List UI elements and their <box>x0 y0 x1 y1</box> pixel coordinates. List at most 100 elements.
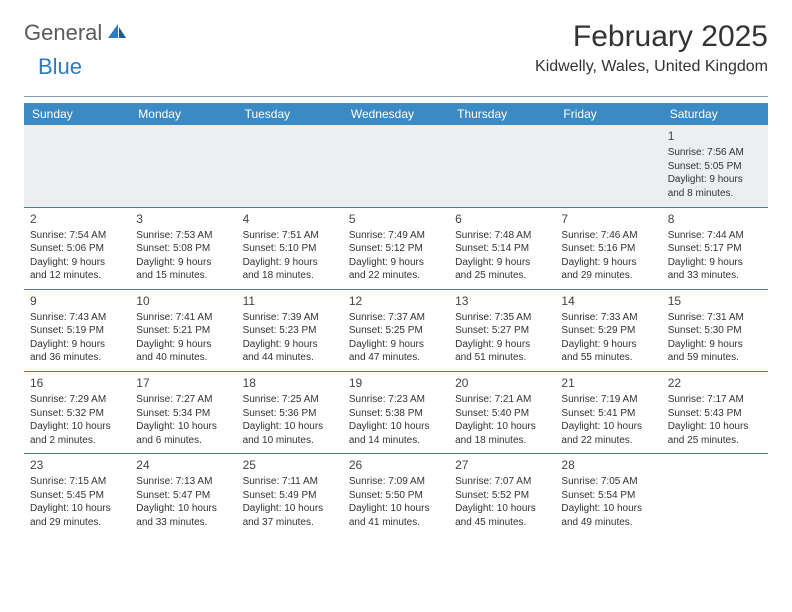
day-cell: 10Sunrise: 7:41 AMSunset: 5:21 PMDayligh… <box>130 289 236 371</box>
day-cell: 24Sunrise: 7:13 AMSunset: 5:47 PMDayligh… <box>130 454 236 536</box>
sunrise-text: Sunrise: 7:51 AM <box>243 229 337 243</box>
daylight-text: Daylight: 10 hours and 6 minutes. <box>136 420 230 447</box>
sunset-text: Sunset: 5:08 PM <box>136 242 230 256</box>
sunset-text: Sunset: 5:29 PM <box>561 324 655 338</box>
sunset-text: Sunset: 5:41 PM <box>561 407 655 421</box>
sunset-text: Sunset: 5:23 PM <box>243 324 337 338</box>
day-number: 22 <box>668 375 762 391</box>
day-cell <box>662 454 768 536</box>
day-number: 11 <box>243 293 337 309</box>
week-row: 1Sunrise: 7:56 AMSunset: 5:05 PMDaylight… <box>24 125 768 207</box>
sunset-text: Sunset: 5:10 PM <box>243 242 337 256</box>
calendar-page: General February 2025 Kidwelly, Wales, U… <box>0 0 792 556</box>
daylight-text: Daylight: 9 hours and 59 minutes. <box>668 338 762 365</box>
day-number: 20 <box>455 375 549 391</box>
daylight-text: Daylight: 9 hours and 25 minutes. <box>455 256 549 283</box>
day-number: 25 <box>243 457 337 473</box>
day-number: 19 <box>349 375 443 391</box>
sunrise-text: Sunrise: 7:43 AM <box>30 311 124 325</box>
sunset-text: Sunset: 5:50 PM <box>349 489 443 503</box>
day-cell: 11Sunrise: 7:39 AMSunset: 5:23 PMDayligh… <box>237 289 343 371</box>
calendar-table: Sunday Monday Tuesday Wednesday Thursday… <box>24 103 768 536</box>
sunset-text: Sunset: 5:54 PM <box>561 489 655 503</box>
sunrise-text: Sunrise: 7:19 AM <box>561 393 655 407</box>
sunrise-text: Sunrise: 7:13 AM <box>136 475 230 489</box>
week-row: 2Sunrise: 7:54 AMSunset: 5:06 PMDaylight… <box>24 207 768 289</box>
day-header: Wednesday <box>343 103 449 125</box>
week-row: 23Sunrise: 7:15 AMSunset: 5:45 PMDayligh… <box>24 454 768 536</box>
week-row: 9Sunrise: 7:43 AMSunset: 5:19 PMDaylight… <box>24 289 768 371</box>
day-cell: 6 Sunrise: 7:48 AMSunset: 5:14 PMDaylight… <box>449 207 555 289</box>
sunset-text: Sunset: 5:38 PM <box>349 407 443 421</box>
sunrise-text: Sunrise: 7:09 AM <box>349 475 443 489</box>
daylight-text: Daylight: 9 hours and 33 minutes. <box>668 256 762 283</box>
day-header: Monday <box>130 103 236 125</box>
daylight-text: Daylight: 10 hours and 37 minutes. <box>243 502 337 529</box>
sunset-text: Sunset: 5:40 PM <box>455 407 549 421</box>
day-cell: 22Sunrise: 7:17 AMSunset: 5:43 PMDayligh… <box>662 371 768 453</box>
daylight-text: Daylight: 10 hours and 45 minutes. <box>455 502 549 529</box>
sunrise-text: Sunrise: 7:33 AM <box>561 311 655 325</box>
day-number: 12 <box>349 293 443 309</box>
sunset-text: Sunset: 5:21 PM <box>136 324 230 338</box>
day-cell <box>555 125 661 207</box>
daylight-text: Daylight: 9 hours and 44 minutes. <box>243 338 337 365</box>
day-number: 18 <box>243 375 337 391</box>
sunrise-text: Sunrise: 7:49 AM <box>349 229 443 243</box>
day-cell: 5Sunrise: 7:49 AMSunset: 5:12 PMDaylight… <box>343 207 449 289</box>
day-cell: 21Sunrise: 7:19 AMSunset: 5:41 PMDayligh… <box>555 371 661 453</box>
day-number: 7 <box>561 211 655 227</box>
day-cell: 25Sunrise: 7:11 AMSunset: 5:49 PMDayligh… <box>237 454 343 536</box>
sunrise-text: Sunrise: 7:53 AM <box>136 229 230 243</box>
day-number: 13 <box>455 293 549 309</box>
divider <box>24 96 768 97</box>
sunrise-text: Sunrise: 7:56 AM <box>668 146 762 160</box>
logo: General <box>24 20 130 46</box>
sunset-text: Sunset: 5:43 PM <box>668 407 762 421</box>
daylight-text: Daylight: 9 hours and 55 minutes. <box>561 338 655 365</box>
calendar-body: 1Sunrise: 7:56 AMSunset: 5:05 PMDaylight… <box>24 125 768 536</box>
sunset-text: Sunset: 5:14 PM <box>455 242 549 256</box>
daylight-text: Daylight: 9 hours and 8 minutes. <box>668 173 762 200</box>
sunset-text: Sunset: 5:32 PM <box>30 407 124 421</box>
day-cell <box>449 125 555 207</box>
day-cell: 16Sunrise: 7:29 AMSunset: 5:32 PMDayligh… <box>24 371 130 453</box>
sunrise-text: Sunrise: 7:48 AM <box>455 229 549 243</box>
sunrise-text: Sunrise: 7:25 AM <box>243 393 337 407</box>
sunrise-text: Sunrise: 7:15 AM <box>30 475 124 489</box>
sunset-text: Sunset: 5:06 PM <box>30 242 124 256</box>
daylight-text: Daylight: 10 hours and 49 minutes. <box>561 502 655 529</box>
day-number: 1 <box>668 128 762 144</box>
daylight-text: Daylight: 10 hours and 29 minutes. <box>30 502 124 529</box>
daylight-text: Daylight: 10 hours and 25 minutes. <box>668 420 762 447</box>
sunset-text: Sunset: 5:16 PM <box>561 242 655 256</box>
day-number: 6 <box>455 211 549 227</box>
logo-text-blue: Blue <box>38 54 82 79</box>
daylight-text: Daylight: 10 hours and 2 minutes. <box>30 420 124 447</box>
day-header: Thursday <box>449 103 555 125</box>
day-number: 23 <box>30 457 124 473</box>
day-number: 17 <box>136 375 230 391</box>
day-cell: 3Sunrise: 7:53 AMSunset: 5:08 PMDaylight… <box>130 207 236 289</box>
day-header: Friday <box>555 103 661 125</box>
day-number: 3 <box>136 211 230 227</box>
daylight-text: Daylight: 10 hours and 33 minutes. <box>136 502 230 529</box>
day-cell: 8Sunrise: 7:44 AMSunset: 5:17 PMDaylight… <box>662 207 768 289</box>
sunrise-text: Sunrise: 7:07 AM <box>455 475 549 489</box>
day-cell: 20Sunrise: 7:21 AMSunset: 5:40 PMDayligh… <box>449 371 555 453</box>
sunrise-text: Sunrise: 7:29 AM <box>30 393 124 407</box>
day-number: 28 <box>561 457 655 473</box>
sunset-text: Sunset: 5:34 PM <box>136 407 230 421</box>
daylight-text: Daylight: 9 hours and 12 minutes. <box>30 256 124 283</box>
day-cell <box>237 125 343 207</box>
sunset-text: Sunset: 5:30 PM <box>668 324 762 338</box>
sunrise-text: Sunrise: 7:44 AM <box>668 229 762 243</box>
day-number: 10 <box>136 293 230 309</box>
day-number: 8 <box>668 211 762 227</box>
daylight-text: Daylight: 9 hours and 29 minutes. <box>561 256 655 283</box>
day-number: 2 <box>30 211 124 227</box>
day-number: 5 <box>349 211 443 227</box>
sunrise-text: Sunrise: 7:05 AM <box>561 475 655 489</box>
sunrise-text: Sunrise: 7:21 AM <box>455 393 549 407</box>
daylight-text: Daylight: 9 hours and 47 minutes. <box>349 338 443 365</box>
